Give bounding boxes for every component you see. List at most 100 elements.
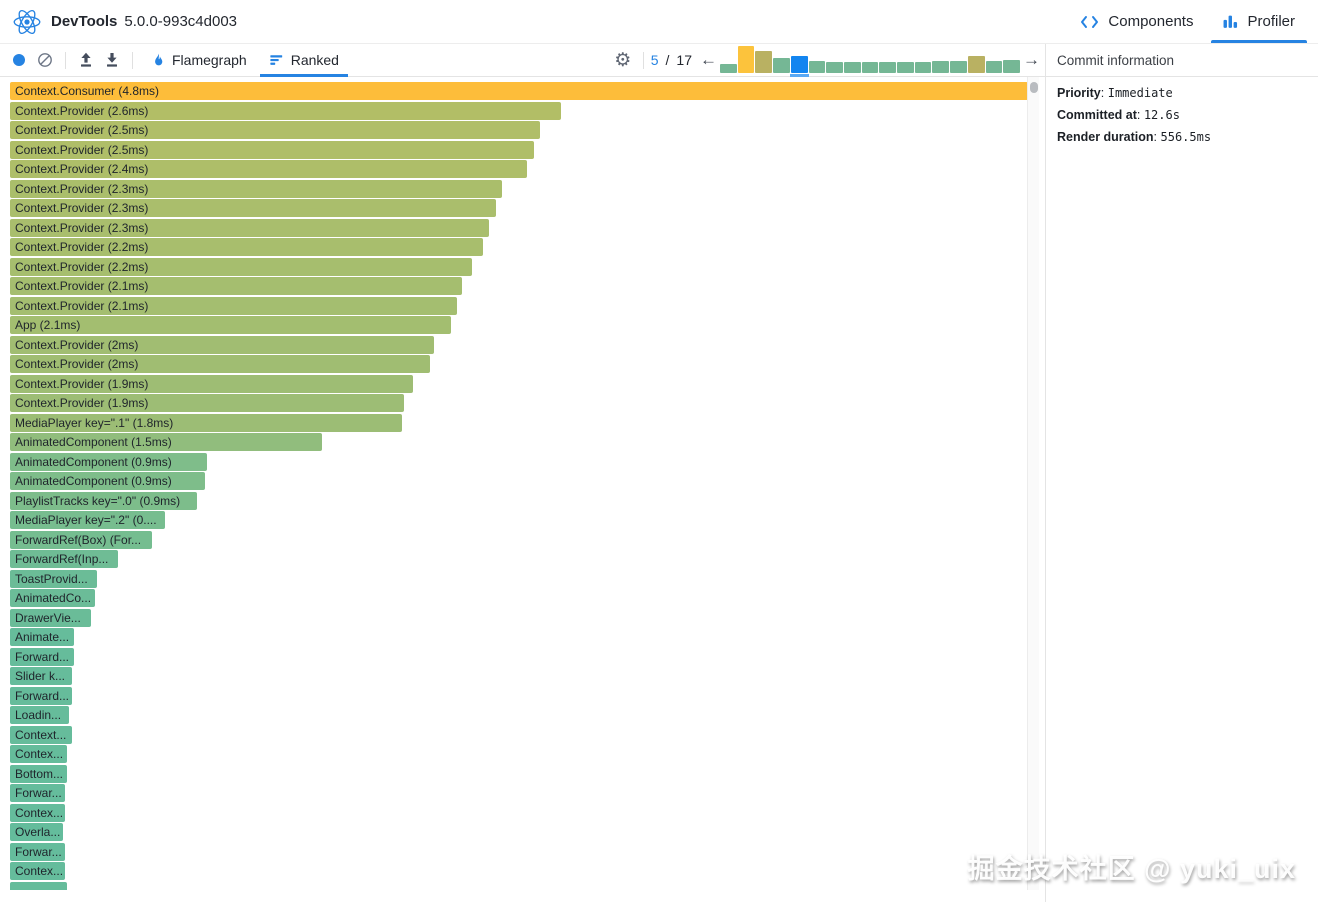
ranked-chart-row: DrawerVie...: [10, 608, 1027, 629]
tab-components[interactable]: Components: [1065, 0, 1208, 43]
ranked-chart-row: PlaylistTracks key=".0" (0.9ms): [10, 491, 1027, 512]
commit-information-panel: Priority: Immediate Committed at: 12.6s …: [1046, 77, 1318, 902]
ranked-bar[interactable]: Contex...: [10, 862, 65, 881]
commit-bar[interactable]: [897, 61, 914, 73]
ranked-chart-row: Context.Provider (2.2ms): [10, 238, 1027, 258]
commit-bar[interactable]: [843, 61, 861, 73]
ranked-bar[interactable]: Forwar...: [10, 842, 65, 861]
ranked-bar[interactable]: [10, 881, 67, 890]
ranked-bar[interactable]: ForwardRef(Inp...: [10, 550, 118, 569]
previous-commit-button[interactable]: ←: [700, 50, 717, 69]
ranked-bar[interactable]: Context.Provider (2.5ms): [10, 140, 534, 159]
ranked-chart-row: AnimatedComponent (1.5ms): [10, 433, 1027, 453]
ranked-chart-row: Animate...: [10, 628, 1027, 648]
bar-chart-icon: [1224, 15, 1238, 28]
commit-information-header: Commit information: [1046, 44, 1318, 77]
commit-bar-selected[interactable]: [789, 55, 809, 77]
ranked-chart-row: Slider k...: [10, 667, 1027, 687]
ranked-bar[interactable]: Overla...: [10, 823, 63, 842]
ranked-bar[interactable]: Context.Provider (1.9ms): [10, 374, 413, 393]
ranked-bar[interactable]: Contex...: [10, 803, 65, 822]
committed-at-row: Committed at: 12.6s: [1057, 108, 1180, 122]
ranked-chart-row: MediaPlayer key=".1" (1.8ms): [10, 413, 1027, 434]
ranked-bar[interactable]: Context.Provider (2.2ms): [10, 257, 472, 276]
record-button[interactable]: [6, 47, 32, 73]
ranked-bar[interactable]: Animate...: [10, 628, 74, 647]
ranked-bar[interactable]: Context...: [10, 725, 72, 744]
vertical-scrollbar[interactable]: [1027, 77, 1039, 890]
ranked-bar[interactable]: Contex...: [10, 745, 67, 764]
ranked-bar[interactable]: App (2.1ms): [10, 316, 451, 335]
ranked-bar[interactable]: AnimatedCo...: [10, 589, 95, 608]
ranked-bar[interactable]: Context.Provider (2.6ms): [10, 101, 561, 120]
load-profile-button[interactable]: [73, 47, 99, 73]
ranked-bar[interactable]: Context.Provider (2ms): [10, 335, 434, 354]
scrollbar-thumb[interactable]: [1029, 82, 1038, 93]
ranked-bar[interactable]: ForwardRef(Box) (For...: [10, 530, 152, 549]
commit-bar[interactable]: [737, 45, 755, 73]
commit-bar[interactable]: [985, 60, 1003, 73]
commit-bar[interactable]: [773, 57, 790, 73]
commit-bar[interactable]: [720, 63, 737, 73]
ranked-bar[interactable]: ToastProvid...: [10, 569, 97, 588]
ranked-bar[interactable]: Context.Provider (2.1ms): [10, 277, 462, 296]
ranked-chart-row: Loadin...: [10, 706, 1027, 726]
ranked-bar[interactable]: Context.Provider (2ms): [10, 355, 430, 374]
ranked-bar[interactable]: Context.Provider (2.4ms): [10, 160, 527, 179]
ranked-bar[interactable]: Context.Provider (2.5ms): [10, 121, 540, 140]
render-duration-row: Render duration: 556.5ms: [1057, 130, 1212, 144]
ranked-bar[interactable]: Context.Provider (1.9ms): [10, 394, 404, 413]
ranked-bar[interactable]: MediaPlayer key=".1" (1.8ms): [10, 413, 402, 432]
ranked-chart-row: App (2.1ms): [10, 316, 1027, 336]
ranked-bar[interactable]: Forward...: [10, 686, 72, 705]
ranked-chart-row: Context.Provider (2.4ms): [10, 160, 1027, 180]
ranked-bar[interactable]: MediaPlayer key=".2" (0....: [10, 511, 165, 530]
commit-bar[interactable]: [861, 61, 879, 73]
commit-bar[interactable]: [808, 60, 826, 73]
ranked-bar[interactable]: Context.Provider (2.1ms): [10, 296, 457, 315]
tab-ranked[interactable]: Ranked: [258, 44, 350, 77]
commit-bar[interactable]: [755, 50, 773, 73]
ranked-bar[interactable]: Forwar...: [10, 784, 65, 803]
ranked-bar[interactable]: Context.Consumer (4.8ms): [10, 82, 1027, 101]
tab-flamegraph[interactable]: Flamegraph: [140, 44, 258, 77]
save-profile-button[interactable]: [99, 47, 125, 73]
code-brackets-icon: [1081, 15, 1099, 28]
ranked-bar[interactable]: Context.Provider (2.3ms): [10, 199, 496, 218]
commit-bar[interactable]: [879, 61, 897, 73]
ranked-bar[interactable]: AnimatedComponent (0.9ms): [10, 452, 207, 471]
ranked-bar[interactable]: DrawerVie...: [10, 608, 91, 627]
commit-bar[interactable]: [932, 60, 950, 73]
commit-bar[interactable]: [914, 61, 932, 73]
toolbar-divider: [65, 51, 66, 69]
ranked-bar[interactable]: Forward...: [10, 647, 74, 666]
app-title: DevTools: [51, 13, 118, 30]
slash-circle-icon: [38, 53, 52, 67]
ranked-bar[interactable]: PlaylistTracks key=".0" (0.9ms): [10, 491, 197, 510]
ranked-bar[interactable]: Context.Provider (2.2ms): [10, 238, 483, 257]
settings-button[interactable]: ⚙: [610, 47, 636, 73]
ranked-bar[interactable]: Loadin...: [10, 706, 69, 725]
ranked-bar[interactable]: Context.Provider (2.3ms): [10, 218, 489, 237]
gear-icon: ⚙: [614, 49, 632, 71]
commit-bar[interactable]: [826, 61, 843, 73]
ranked-bar[interactable]: AnimatedComponent (0.9ms): [10, 472, 205, 491]
ranked-chart-row: Contex...: [10, 745, 1027, 765]
ranked-bar[interactable]: Context.Provider (2.3ms): [10, 179, 502, 198]
commit-bar[interactable]: [967, 55, 985, 73]
tab-profiler[interactable]: Profiler: [1208, 0, 1310, 43]
toolbar-divider: [642, 51, 644, 69]
ranked-chart-row: Context.Provider (1.9ms): [10, 394, 1027, 414]
commit-bar[interactable]: [1003, 59, 1020, 73]
ranked-bar[interactable]: Bottom...: [10, 764, 67, 783]
next-commit-button[interactable]: →: [1023, 50, 1040, 69]
clear-button[interactable]: [32, 47, 58, 73]
ranked-bar[interactable]: Slider k...: [10, 667, 72, 686]
commit-selector-bars: [720, 44, 1020, 77]
ranked-chart-row: Forwar...: [10, 784, 1027, 804]
commit-bar[interactable]: [950, 60, 967, 73]
commit-current-number[interactable]: 5: [650, 52, 659, 68]
flame-icon: [155, 53, 163, 65]
ranked-bar[interactable]: AnimatedComponent (1.5ms): [10, 433, 322, 452]
